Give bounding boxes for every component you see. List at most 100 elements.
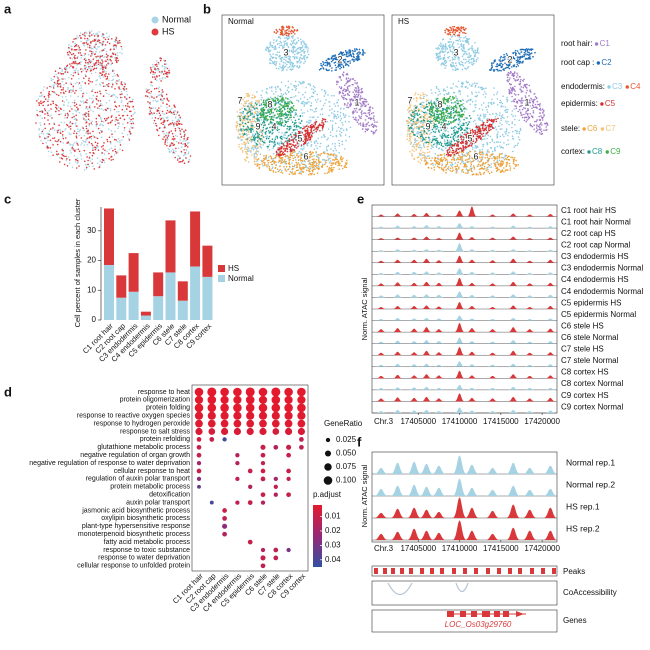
signal-peak xyxy=(433,341,444,344)
dot xyxy=(194,403,204,413)
track-label: C4 endodermis Normal xyxy=(561,287,643,296)
dot xyxy=(271,395,281,405)
dot xyxy=(297,427,305,436)
signal-peak xyxy=(390,485,405,496)
legend-dot xyxy=(587,150,591,154)
signal-peak xyxy=(508,213,519,217)
track-label: C7 stele HS xyxy=(561,345,604,354)
track-label: C7 stele Normal xyxy=(561,356,619,365)
x-tick-label: 17405000 xyxy=(400,544,436,553)
signal-peak xyxy=(392,363,403,367)
track-label: C1 root hair HS xyxy=(561,206,616,215)
signal-peak xyxy=(376,238,387,240)
signal-peak xyxy=(409,352,420,356)
signal-peak xyxy=(508,236,519,240)
size-legend-label: 0.075 xyxy=(336,462,357,471)
dot xyxy=(297,411,306,420)
signal-peak xyxy=(545,410,556,413)
bar-segment xyxy=(116,297,127,320)
track-label: C8 cortex Normal xyxy=(561,379,623,388)
track-label: C9 cortex Normal xyxy=(561,402,623,411)
signal-peak xyxy=(392,305,403,309)
signal-peak xyxy=(454,323,465,333)
dot xyxy=(245,403,255,413)
signal-peak xyxy=(376,410,387,413)
signal-peak xyxy=(392,294,403,298)
cluster-label: 1 xyxy=(524,97,529,107)
coaccess-label: CoAccessibility xyxy=(563,588,617,597)
size-legend-dot xyxy=(323,476,333,485)
cluster-label: 2 xyxy=(507,54,512,64)
x-tick-label: 17405000 xyxy=(400,417,436,426)
signal-peak xyxy=(376,250,387,252)
signal-peak xyxy=(454,315,465,321)
signal-peak xyxy=(454,347,465,356)
signal-peak xyxy=(392,351,403,356)
signal-peak xyxy=(464,487,479,496)
signal-peak xyxy=(376,226,387,229)
signal-peak xyxy=(466,328,477,333)
cell-dots xyxy=(318,48,366,72)
signal-peak xyxy=(452,478,467,496)
dot xyxy=(246,411,255,420)
dot xyxy=(271,411,280,420)
signal-peak xyxy=(407,461,422,474)
signal-peak xyxy=(466,318,477,321)
signal-peak xyxy=(524,329,535,333)
peak-box xyxy=(409,568,413,574)
signal-peak xyxy=(431,532,446,540)
signal-peak xyxy=(376,295,387,298)
size-legend-dot xyxy=(324,463,332,471)
signal-peak xyxy=(545,282,556,286)
peak-box xyxy=(474,568,478,574)
dot xyxy=(271,387,281,397)
signal-peak xyxy=(433,318,444,321)
dot xyxy=(299,437,304,442)
dot xyxy=(284,387,293,397)
signal-peak xyxy=(392,328,403,333)
cluster-label: 5 xyxy=(297,133,302,143)
umap-title: HS xyxy=(398,17,409,26)
dot xyxy=(273,444,279,450)
color-legend-title: p.adjust xyxy=(313,490,342,499)
dot xyxy=(196,452,202,458)
dot xyxy=(246,419,255,428)
colorbar xyxy=(313,505,322,567)
dot xyxy=(260,444,266,450)
signal-peak xyxy=(407,528,422,540)
legend-entry: C8 xyxy=(592,147,603,156)
x-tick-label: 17410000 xyxy=(442,417,478,426)
dot xyxy=(259,427,267,436)
signal-peak xyxy=(421,249,432,252)
signal-peak xyxy=(524,238,535,240)
signal-peak xyxy=(452,455,467,474)
term-label: response to reactive oxygen species xyxy=(77,413,191,420)
genes-frame xyxy=(371,609,558,633)
track-label: C3 endodermis HS xyxy=(561,252,629,261)
legend-label: cortex: xyxy=(561,147,585,156)
y-tick-label: 30 xyxy=(87,226,96,235)
x-tick-label: 17420000 xyxy=(524,544,560,553)
legend-dot xyxy=(596,61,601,65)
signal-peak xyxy=(545,352,556,356)
legend-dot xyxy=(600,127,605,131)
signal-peak xyxy=(376,329,387,333)
dot xyxy=(286,476,291,482)
signal-peak xyxy=(419,509,434,518)
y-axis-label: Cell percent of samples in each cluster xyxy=(73,198,82,327)
signal-peak xyxy=(508,350,519,356)
track-label: C5 epidermis Normal xyxy=(561,310,636,319)
signal-peak xyxy=(390,462,405,474)
signal-peak xyxy=(454,243,465,252)
signal-peak xyxy=(409,305,420,309)
signal-peak xyxy=(421,305,432,309)
legend-entry: C1 xyxy=(600,39,611,48)
bar-segment xyxy=(104,264,114,320)
dot xyxy=(222,516,227,521)
signal-peak xyxy=(508,396,519,402)
term-label: negative regulation of organ growth xyxy=(80,452,190,459)
signal-peak xyxy=(421,294,432,298)
umap-frame xyxy=(391,14,555,186)
term-label: cellular response to unfolded protein xyxy=(77,563,190,570)
dot xyxy=(284,419,293,428)
